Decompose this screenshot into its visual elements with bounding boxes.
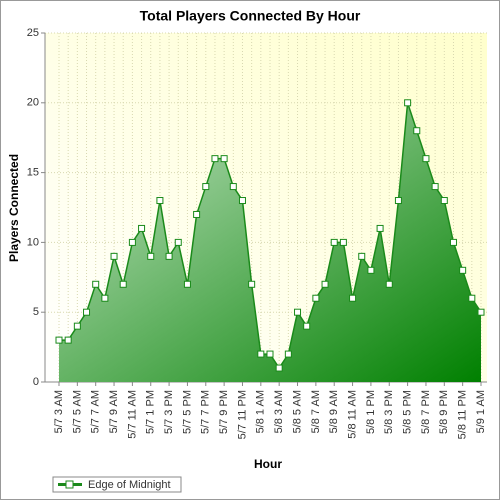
point	[294, 308, 302, 316]
y-tick-label: 25	[27, 27, 39, 39]
point	[303, 322, 311, 330]
x-tick-label: 5/8 1 PM	[365, 390, 377, 434]
point	[55, 336, 63, 344]
y-axis-title: Players Connected	[7, 154, 21, 262]
legend	[52, 476, 182, 493]
point	[64, 336, 72, 344]
point	[422, 155, 430, 163]
point	[275, 364, 283, 372]
point	[248, 280, 256, 288]
legend-marker	[65, 480, 74, 489]
point	[229, 183, 237, 191]
x-tick-label: 5/7 7 PM	[200, 390, 212, 434]
x-tick-label: 5/8 3 PM	[383, 390, 395, 434]
x-tick-label: 5/7 11 AM	[126, 390, 138, 439]
point	[449, 238, 457, 246]
x-tick-label: 5/9 1 AM	[475, 390, 487, 433]
point	[128, 238, 136, 246]
x-tick-label: 5/8 7 PM	[420, 390, 432, 434]
y-tick-label: 5	[33, 306, 39, 318]
point	[468, 294, 476, 302]
point	[202, 183, 210, 191]
y-tick-label: 15	[27, 167, 39, 179]
x-tick-label: 5/8 7 AM	[310, 390, 322, 433]
point	[73, 322, 81, 330]
point	[339, 238, 347, 246]
point	[431, 183, 439, 191]
area	[59, 102, 481, 383]
point	[349, 294, 357, 302]
x-tick-label: 5/8 5 PM	[402, 390, 414, 434]
point	[211, 155, 219, 163]
x-tick-label: 5/7 9 PM	[218, 390, 230, 434]
point	[183, 280, 191, 288]
point	[413, 127, 421, 135]
y-tick-label: 0	[33, 376, 39, 388]
x-tick-label: 5/7 11 PM	[236, 390, 248, 439]
point	[92, 280, 100, 288]
x-tick-label: 5/8 9 PM	[438, 390, 450, 434]
point	[174, 238, 182, 246]
x-tick-label: 5/8 11 AM	[346, 390, 358, 439]
y-tick-label: 10	[27, 236, 39, 248]
x-tick-label: 5/8 5 AM	[291, 390, 303, 433]
point	[101, 294, 109, 302]
point	[440, 197, 448, 205]
y-tick-label: 20	[27, 97, 39, 109]
point	[83, 308, 91, 316]
x-tick-label: 5/7 3 PM	[163, 390, 175, 434]
point	[110, 252, 118, 260]
point	[321, 280, 329, 288]
point	[284, 350, 292, 358]
point	[193, 210, 201, 218]
x-tick-label: 5/7 1 PM	[145, 390, 157, 434]
x-tick-label: 5/7 9 AM	[108, 390, 120, 433]
point	[394, 197, 402, 205]
point	[385, 280, 393, 288]
x-tick-label: 5/8 1 AM	[255, 390, 267, 433]
x-tick-label: 5/8 3 AM	[273, 390, 285, 433]
point	[138, 224, 146, 232]
point	[459, 266, 467, 274]
point	[257, 350, 265, 358]
point	[266, 350, 274, 358]
point	[477, 308, 485, 316]
x-axis-title: Hour	[254, 457, 282, 471]
chart-title: Total Players Connected By Hour	[140, 8, 361, 24]
point	[220, 155, 228, 163]
point	[376, 224, 384, 232]
point	[330, 238, 338, 246]
x-tick-label: 5/7 5 AM	[71, 390, 83, 433]
point	[238, 197, 246, 205]
x-tick-label: 5/8 9 AM	[328, 390, 340, 433]
point	[358, 252, 366, 260]
legend-label: Edge of Midnight	[88, 479, 171, 491]
point	[367, 266, 375, 274]
x-tick-label: 5/7 5 PM	[181, 390, 193, 434]
point	[165, 252, 173, 260]
x-tick-label: 5/7 7 AM	[90, 390, 102, 433]
x-tick-label: 5/8 11 PM	[457, 390, 469, 439]
point	[312, 294, 320, 302]
point	[404, 99, 412, 107]
point	[156, 197, 164, 205]
point	[119, 280, 127, 288]
point	[147, 252, 155, 260]
x-tick-label: 5/7 3 AM	[53, 390, 65, 433]
